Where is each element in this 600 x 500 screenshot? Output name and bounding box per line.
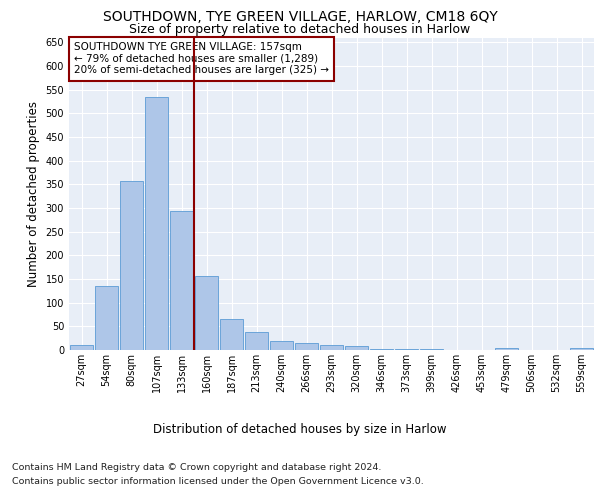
Bar: [419, 348, 443, 350]
Text: SOUTHDOWN TYE GREEN VILLAGE: 157sqm
← 79% of detached houses are smaller (1,289): SOUTHDOWN TYE GREEN VILLAGE: 157sqm ← 79…: [74, 42, 329, 76]
Text: Contains HM Land Registry data © Crown copyright and database right 2024.: Contains HM Land Registry data © Crown c…: [12, 462, 382, 471]
Bar: [220, 319, 244, 350]
Bar: [395, 348, 418, 350]
Text: Distribution of detached houses by size in Harlow: Distribution of detached houses by size …: [153, 422, 447, 436]
Bar: [119, 181, 143, 350]
Bar: [194, 276, 218, 350]
Bar: [344, 346, 368, 350]
Bar: [70, 346, 94, 350]
Text: Contains public sector information licensed under the Open Government Licence v3: Contains public sector information licen…: [12, 478, 424, 486]
Bar: [569, 348, 593, 350]
Bar: [245, 332, 268, 350]
Bar: [95, 286, 118, 350]
Y-axis label: Number of detached properties: Number of detached properties: [27, 101, 40, 287]
Bar: [494, 348, 518, 350]
Text: Size of property relative to detached houses in Harlow: Size of property relative to detached ho…: [130, 22, 470, 36]
Bar: [295, 343, 319, 350]
Bar: [269, 342, 293, 350]
Bar: [145, 96, 169, 350]
Bar: [170, 212, 193, 350]
Bar: [320, 346, 343, 350]
Bar: [370, 348, 394, 350]
Text: SOUTHDOWN, TYE GREEN VILLAGE, HARLOW, CM18 6QY: SOUTHDOWN, TYE GREEN VILLAGE, HARLOW, CM…: [103, 10, 497, 24]
